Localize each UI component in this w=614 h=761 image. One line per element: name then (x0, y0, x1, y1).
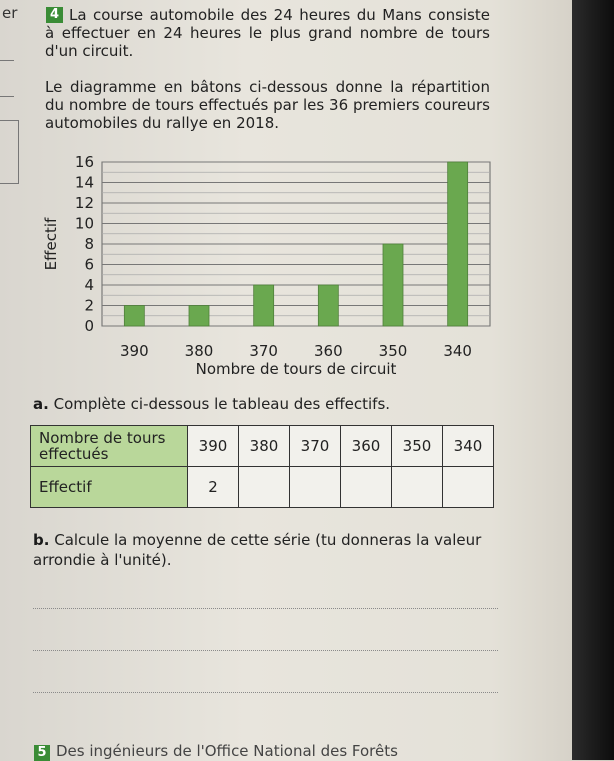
effectif-cell[interactable] (238, 466, 290, 508)
effectif-cell[interactable] (340, 466, 392, 508)
bar-chart: 0 2 4 6 8 10 12 14 16 390 380 370 360 350 340 Nombre de… (42, 153, 491, 378)
bar (188, 305, 210, 327)
question-a: a. Complète ci-dessous le tableau des ef… (33, 395, 390, 413)
table-column-header: 370 (289, 425, 341, 467)
next-exercise: 5 Des ingénieurs de l'Office National des… (34, 742, 398, 761)
margin-word: er (2, 4, 18, 22)
answer-line[interactable] (33, 650, 498, 651)
x-tick-label: 350 (379, 342, 408, 360)
effectifs-table: Nombre de tours effectués 390 380 370 36… (30, 425, 494, 508)
bar (317, 284, 339, 327)
y-tick-label: 10 (75, 215, 94, 233)
y-tick-label: 16 (75, 153, 94, 171)
y-axis-label: Effectif (42, 217, 60, 270)
x-tick-label: 380 (185, 342, 214, 360)
book-binding (572, 0, 614, 760)
y-tick-label: 4 (84, 276, 94, 294)
exercise-number-badge: 4 (46, 7, 63, 23)
y-tick-label: 2 (84, 297, 94, 315)
x-axis-label: Nombre de tours de circuit (196, 360, 397, 378)
x-tick-label: 360 (314, 342, 343, 360)
effectif-cell[interactable] (442, 466, 494, 508)
bar (123, 305, 145, 327)
margin-rule (0, 60, 14, 61)
question-b-text: Calcule la moyenne de cette série (tu do… (33, 531, 482, 569)
table-column-header: 340 (442, 425, 494, 467)
bar (447, 161, 469, 327)
x-tick-label: 340 (443, 342, 472, 360)
margin-rule (0, 96, 14, 97)
answer-line[interactable] (33, 692, 498, 693)
bar (382, 243, 404, 327)
answer-line[interactable] (33, 608, 498, 609)
bar (253, 284, 275, 327)
table-row-label: Effectif (30, 466, 188, 508)
y-tick-label: 12 (75, 194, 94, 212)
exercise-intro-text: La course automobile des 24 heures du Ma… (45, 6, 490, 60)
x-tick-label: 370 (249, 342, 278, 360)
y-tick-label: 0 (84, 317, 94, 335)
y-tick-label: 14 (75, 174, 94, 192)
y-tick-label: 6 (84, 256, 94, 274)
next-exercise-text: Des ingénieurs de l'Office National des … (56, 742, 398, 760)
question-b-letter: b. (33, 531, 50, 549)
table-column-header: 380 (238, 425, 290, 467)
question-a-text: Complète ci-dessous le tableau des effec… (53, 395, 391, 413)
margin-box (0, 120, 19, 184)
table-effectif-row: Effectif 2 (30, 466, 494, 508)
question-b: b. Calcule la moyenne de cette série (tu… (33, 530, 503, 570)
effectif-cell[interactable] (391, 466, 443, 508)
effectif-cell[interactable] (289, 466, 341, 508)
next-exercise-number: 5 (34, 745, 50, 761)
exercise-intro: La course automobile des 24 heures du Ma… (45, 6, 490, 60)
y-tick-label: 8 (84, 235, 94, 253)
table-column-header: 360 (340, 425, 392, 467)
question-a-letter: a. (33, 395, 49, 413)
effectif-cell[interactable]: 2 (187, 466, 239, 508)
table-column-header: 390 (187, 425, 239, 467)
table-column-header: 350 (391, 425, 443, 467)
chart-intro: Le diagramme en bâtons ci-dessous donne … (45, 78, 490, 132)
table-header-row: Nombre de tours effectués 390 380 370 36… (30, 425, 494, 467)
x-tick-label: 390 (120, 342, 149, 360)
table-header-label: Nombre de tours effectués (30, 425, 188, 467)
